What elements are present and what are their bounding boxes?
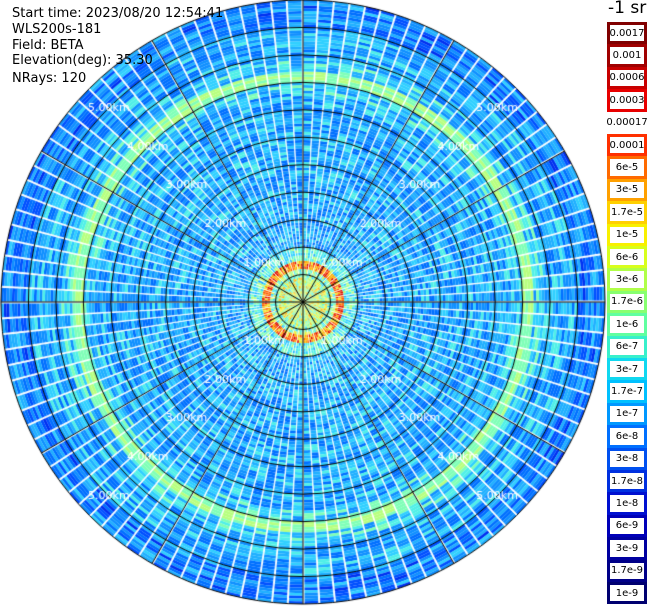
colorbar-cell: 1.7e-9 <box>607 559 647 582</box>
colorbar-tick-label: 1.7e-9 <box>610 562 644 579</box>
colorbar-tick-label: 1e-7 <box>610 405 644 423</box>
colorbar-cell: 0.001 <box>607 44 647 67</box>
colorbar-cell: 6e-6 <box>607 246 647 269</box>
colorbar-cell: 6e-9 <box>607 514 647 538</box>
colorbar-cell: 6e-7 <box>607 335 647 358</box>
colorbar-tick-label: 0.00017 <box>606 114 647 131</box>
colorbar-tick-label: 1e-5 <box>610 226 644 243</box>
colorbar-cell: 3e-5 <box>607 178 647 202</box>
colorbar-tick-label: 1e-9 <box>610 585 644 602</box>
colorbar-cell: 3e-6 <box>607 268 647 291</box>
colorbar-cell: 1.7e-5 <box>607 201 647 224</box>
start-time-label: Start time: 2023/08/20 12:54:41 <box>12 6 224 21</box>
colorbar-cell: 0.00017 <box>606 111 647 134</box>
colorbar-tick-label: 0.0003 <box>610 92 645 109</box>
colorbar-cell: 1.7e-8 <box>607 470 647 493</box>
colorbar-tick-label: 3e-7 <box>610 361 644 378</box>
elevation-label: Elevation(deg): 35.30 <box>12 53 153 68</box>
colorbar-tick-label: 3e-6 <box>610 271 644 288</box>
colorbar-tick-label: 0.0006 <box>610 69 645 87</box>
colorbar-tick-label: 1e-8 <box>610 495 644 512</box>
colorbar-tick-label: 6e-7 <box>610 338 644 355</box>
field-label: Field: BETA <box>12 38 84 53</box>
colorbar-tick-label: 1.7e-8 <box>610 473 644 490</box>
colorbar-tick-label: 6e-8 <box>610 428 644 445</box>
colorbar-tick-label: 6e-9 <box>610 517 644 535</box>
colorbar-cell: 1e-7 <box>607 402 647 426</box>
colorbar-tick-label: 1e-6 <box>610 316 644 333</box>
colorbar-cell: 3e-7 <box>607 358 647 381</box>
colorbar-cell: 1e-6 <box>607 313 647 336</box>
colorbar-tick-label: 0.0001 <box>610 137 645 154</box>
colorbar-cell: 3e-9 <box>607 537 647 560</box>
nrays-label: NRays: 120 <box>12 71 87 86</box>
colorbar-tick-label: 1.7e-5 <box>610 204 644 221</box>
colorbar-cell: 3e-8 <box>607 447 647 470</box>
colorbar-cell: 0.0001 <box>607 134 647 157</box>
colorbar-cell: 1.7e-7 <box>607 380 647 403</box>
colorbar-unit-title: -1 sr <box>608 0 647 18</box>
colorbar-tick-label: 6e-5 <box>610 159 644 176</box>
colorbar-cell: 0.0006 <box>607 66 647 90</box>
colorbar-tick-label: 6e-6 <box>610 249 644 266</box>
colorbar-cell: 1e-5 <box>607 223 647 246</box>
colorbar-tick-label: 1.7e-7 <box>610 383 644 400</box>
colorbar-cell: 6e-8 <box>607 425 647 448</box>
device-label: WLS200s-181 <box>12 22 102 37</box>
colorbar-cell: 1e-8 <box>607 492 647 515</box>
colorbar-tick-label: 3e-5 <box>610 181 644 199</box>
colorbar-tick-label: 3e-8 <box>610 450 644 467</box>
colorbar-tick-label: 1.7e-6 <box>610 293 644 311</box>
colorbar-cell: 1e-9 <box>607 582 647 605</box>
colorbar-cell: 1.7e-6 <box>607 290 647 314</box>
colorbar-cell: 0.0017 <box>607 22 647 45</box>
colorbar-tick-label: 3e-9 <box>610 540 644 557</box>
colorbar-tick-label: 0.0017 <box>610 25 645 42</box>
colorbar-cell: 6e-5 <box>607 156 647 179</box>
colorbar-cell: 0.0003 <box>607 89 647 112</box>
colorbar-tick-label: 0.001 <box>610 47 644 64</box>
